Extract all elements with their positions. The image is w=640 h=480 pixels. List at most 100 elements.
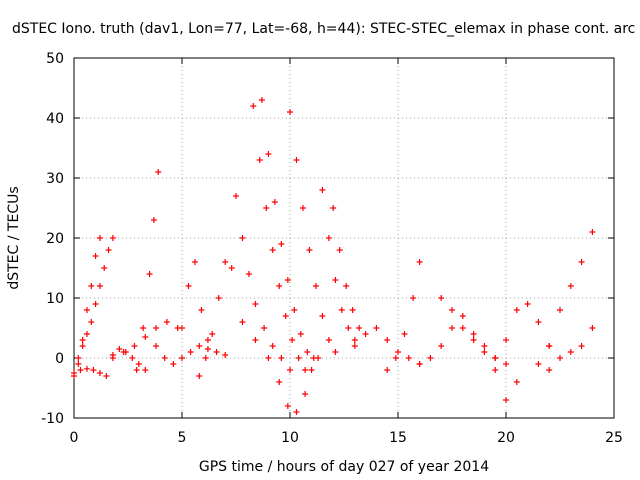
data-point [325, 337, 332, 343]
data-point [278, 241, 285, 247]
x-tick-label: 15 [389, 430, 407, 446]
data-point [163, 319, 170, 325]
data-point [101, 265, 108, 271]
y-tick-label: 20 [46, 231, 64, 247]
data-point [351, 343, 358, 349]
data-point [416, 259, 423, 265]
series-0 [71, 346, 149, 379]
series-15 [351, 325, 423, 367]
data-point [90, 367, 97, 373]
data-point [343, 283, 350, 289]
data-point [233, 193, 239, 199]
data-point [459, 313, 466, 319]
data-point [395, 349, 401, 355]
data-point [362, 331, 369, 337]
data-point [256, 157, 263, 163]
data-point [146, 271, 153, 277]
y-tick-label: 0 [55, 351, 64, 367]
series-5 [153, 343, 229, 367]
data-point [546, 367, 553, 373]
data-point [470, 337, 477, 343]
x-tick-label: 0 [70, 430, 79, 446]
data-point [77, 367, 84, 373]
series-11 [287, 109, 339, 355]
data-point [109, 355, 116, 361]
chart-title: dSTEC Iono. truth (dav1, Lon=77, Lat=-68… [12, 21, 635, 37]
data-point [202, 355, 209, 361]
data-point [83, 365, 90, 372]
data-point [589, 325, 596, 331]
data-point [252, 301, 259, 307]
data-point [293, 409, 300, 415]
data-point [589, 229, 596, 235]
data-point [276, 283, 283, 289]
data-point [103, 373, 110, 379]
data-point [261, 325, 268, 331]
data-point [75, 355, 82, 361]
data-point [392, 355, 399, 361]
series-18 [438, 295, 520, 403]
data-point [109, 235, 116, 241]
data-point [222, 259, 229, 265]
data-point [304, 349, 311, 355]
data-point [153, 343, 160, 349]
data-point [332, 349, 339, 355]
data-point [92, 253, 99, 259]
data-point [258, 97, 265, 103]
data-point [302, 391, 309, 397]
data-point [179, 325, 185, 331]
data-point [332, 277, 339, 283]
data-point [351, 337, 358, 343]
data-point [513, 307, 520, 313]
data-points [71, 97, 596, 415]
data-point [83, 331, 90, 337]
data-point [503, 361, 509, 367]
data-point [116, 346, 123, 352]
series-13 [319, 187, 358, 343]
data-point [349, 307, 356, 313]
data-point [191, 259, 198, 265]
data-point [92, 301, 99, 307]
data-point [567, 283, 574, 289]
data-point [250, 103, 257, 109]
y-tick-label: 40 [46, 111, 64, 127]
data-point [140, 325, 147, 331]
data-point [384, 337, 391, 343]
data-point [470, 331, 477, 337]
data-point [578, 259, 585, 265]
data-point [228, 265, 235, 271]
data-point [438, 295, 445, 301]
data-point [557, 355, 563, 361]
data-point [252, 337, 259, 343]
series-20 [535, 229, 596, 367]
data-point [546, 343, 553, 349]
data-point [271, 199, 278, 205]
data-point [284, 403, 291, 409]
series-8 [233, 193, 293, 373]
data-point [142, 367, 149, 373]
data-point [170, 361, 177, 367]
x-tick-label: 25 [605, 430, 623, 446]
data-point [513, 379, 520, 385]
data-point [96, 235, 103, 241]
data-point [187, 349, 194, 355]
x-axis-label: GPS time / hours of day 027 of year 2014 [199, 459, 489, 475]
data-point [319, 187, 326, 193]
data-point [133, 367, 140, 373]
data-point [384, 367, 391, 373]
series-12 [239, 319, 322, 415]
data-point [481, 349, 488, 355]
data-point [215, 295, 222, 301]
data-point [308, 367, 315, 373]
data-point [265, 355, 272, 361]
data-point [492, 355, 499, 361]
data-point [312, 283, 319, 289]
y-tick-label: -10 [41, 411, 64, 427]
data-point [524, 301, 531, 307]
data-point [306, 247, 313, 253]
series-16 [384, 259, 423, 373]
data-point [293, 157, 300, 163]
data-point [336, 247, 343, 253]
data-point [155, 169, 162, 175]
series-14 [330, 205, 363, 331]
